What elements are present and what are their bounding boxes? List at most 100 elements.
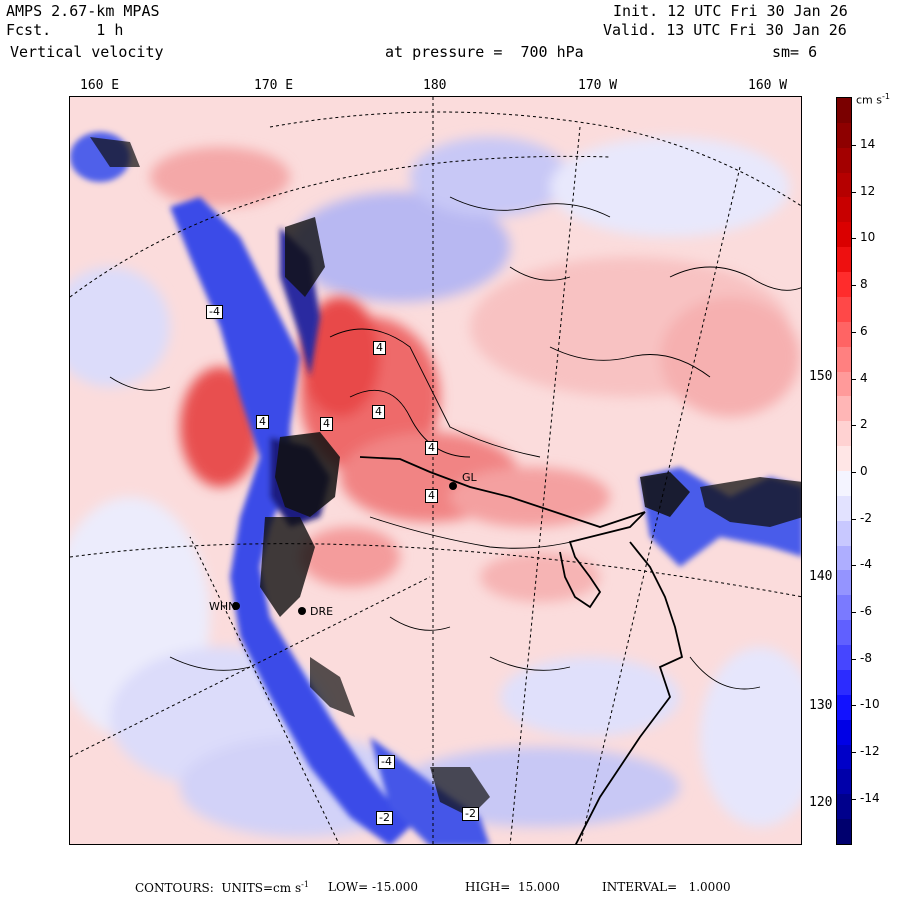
colorbar-tick [852,285,856,287]
colorbar-tick [852,798,856,800]
station-label: WHN [209,600,237,613]
colorbar-segment [837,122,851,149]
colorbar-segment [837,645,851,671]
colorbar-segment [837,147,851,174]
colorbar [836,97,852,845]
station-marker [232,602,240,610]
colorbar-segment [837,471,851,497]
colorbar-segment [837,570,851,596]
model-title: AMPS 2.67-km MPAS [6,2,160,20]
colorbar-tick [852,425,856,427]
colorbar-segment [837,744,851,770]
colorbar-label: 12 [860,183,876,198]
colorbar-label: -2 [860,510,872,525]
field-name: Vertical velocity [10,43,164,61]
station-marker [298,607,306,615]
footer-high: HIGH= 15.000 [465,880,560,894]
forecast-hour: Fcst. 1 h [6,21,124,39]
colorbar-label: -12 [860,744,880,759]
colorbar-segment [837,396,851,422]
colorbar-segment [837,247,851,273]
colorbar-unit: cm s-1 [856,92,890,107]
colorbar-label: 10 [860,230,876,245]
lon-label: 160 E [80,78,120,93]
colorbar-label: 14 [860,137,876,151]
footer-low: LOW= -15.000 [328,880,419,894]
footer-contours: CONTOURS: UNITS=cm s-1 [135,880,309,895]
colorbar-segment [837,520,851,547]
colorbar-segment [837,172,851,198]
colorbar-label: 2 [860,417,868,432]
colorbar-segment [837,669,851,696]
map-canvas [70,97,801,844]
graticule [70,97,801,844]
pressure-level: at pressure = 700 hPa [385,43,584,61]
lon-label: 170 E [254,78,294,93]
smoothing-value: sm= 6 [772,43,818,61]
colorbar-segment [837,346,851,373]
colorbar-tick [852,518,856,520]
colorbar-label: -4 [860,557,872,572]
colorbar-segment [837,595,851,621]
colorbar-tick [852,331,856,333]
colorbar-segment [837,794,851,820]
colorbar-tick [852,145,856,146]
station-label: DRE [310,605,334,618]
contour-label: 4 [372,405,385,419]
colorbar-segment [837,321,851,348]
colorbar-segment [837,296,851,323]
colorbar-segment [837,222,851,248]
colorbar-label: 4 [860,370,868,385]
colorbar-label: 6 [860,323,868,338]
contour-label: -2 [376,811,393,825]
colorbar-segment [837,197,851,223]
valid-time: Valid. 13 UTC Fri 30 Jan 26 [603,21,847,39]
colorbar-label: 0 [860,463,868,478]
station-label: GL [462,471,477,484]
colorbar-segment [837,421,851,447]
coastline [359,456,684,844]
colorbar-label: -8 [860,650,872,665]
colorbar-segment [837,769,851,795]
colorbar-segment [837,819,851,845]
colorbar-tick [852,705,856,707]
contour-label: 4 [373,341,386,355]
colorbar-tick [852,565,856,567]
colorbar-segment [837,545,851,571]
lon-label: 160 W [748,78,788,93]
lon-label: 180 [423,78,447,93]
colorbar-segment [837,694,851,721]
colorbar-tick [852,752,856,754]
dense-contour-areas [90,137,801,817]
colorbar-segment [837,495,851,522]
footer-interval: INTERVAL= 1.0000 [602,880,731,894]
colorbar-segment [837,98,851,124]
colorbar-segment [837,446,851,472]
contour-label: -2 [462,807,479,821]
positive-field [150,147,800,602]
contour-label: 4 [256,415,269,429]
colorbar-label: -6 [860,604,872,618]
contour-label: -4 [378,755,395,769]
colorbar-segment [837,371,851,397]
contour-lines [109,196,801,690]
colorbar-segment [837,620,851,646]
colorbar-segment [837,272,851,298]
colorbar-label: -14 [860,790,880,805]
init-time: Init. 12 UTC Fri 30 Jan 26 [613,2,848,20]
colorbar-tick [852,378,856,380]
contour-label: 4 [320,417,333,431]
map-panel[interactable]: WHN DRE GL -4 4 4 4 4 4 4 -4 -2 -2 [69,96,802,845]
colorbar-tick [852,471,856,473]
colorbar-tick [852,612,856,613]
contour-label: 4 [425,489,438,503]
colorbar-tick [852,238,856,240]
station-marker [449,482,457,490]
contour-label: -4 [206,305,223,319]
lon-label: 170 W [578,78,618,93]
colorbar-tick [852,658,856,660]
colorbar-label: 8 [860,277,868,292]
contour-label: 4 [425,441,438,455]
colorbar-tick [852,191,856,193]
colorbar-segment [837,719,851,746]
